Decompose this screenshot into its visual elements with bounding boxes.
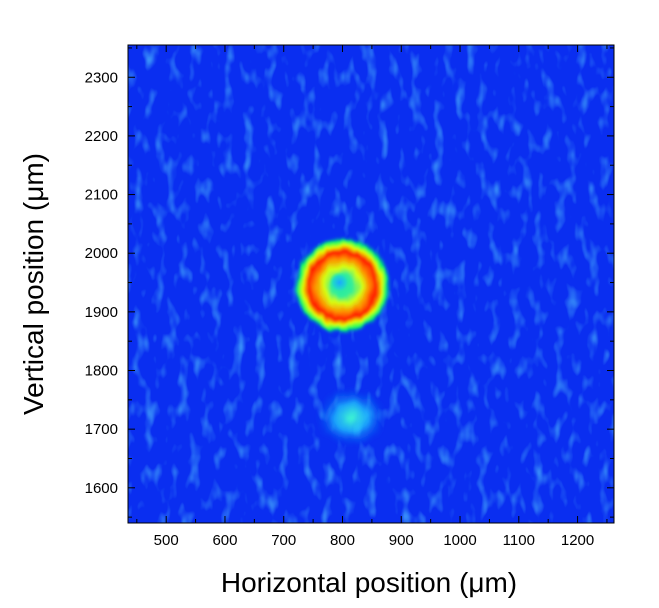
x-tick-label: 900: [389, 532, 414, 549]
y-tick-label: 2000: [85, 245, 118, 262]
x-tick-label: 1200: [561, 532, 594, 549]
x-tick-label: 700: [271, 532, 296, 549]
x-axis-title: Horizontal position (μm): [221, 567, 517, 598]
x-tick-label: 500: [154, 532, 179, 549]
y-tick-label: 2100: [85, 187, 118, 204]
y-axis-title: Vertical position (μm): [18, 153, 49, 415]
x-tick-label: 1100: [503, 532, 535, 549]
y-tick-label: 2300: [85, 69, 118, 86]
y-tick-label: 1800: [85, 363, 118, 380]
y-tick-label: 1900: [85, 304, 118, 321]
secondary-beam-spot: [314, 386, 389, 449]
x-tick-label: 1000: [443, 532, 476, 549]
x-tick-label: 600: [212, 532, 237, 549]
plot-frame: [127, 44, 615, 524]
ring-center-spot: [328, 271, 351, 294]
y-tick-label: 1600: [85, 480, 118, 497]
y-tick-label: 1700: [85, 421, 118, 438]
x-tick-label: 800: [330, 532, 355, 549]
y-tick-label: 2200: [85, 128, 118, 145]
